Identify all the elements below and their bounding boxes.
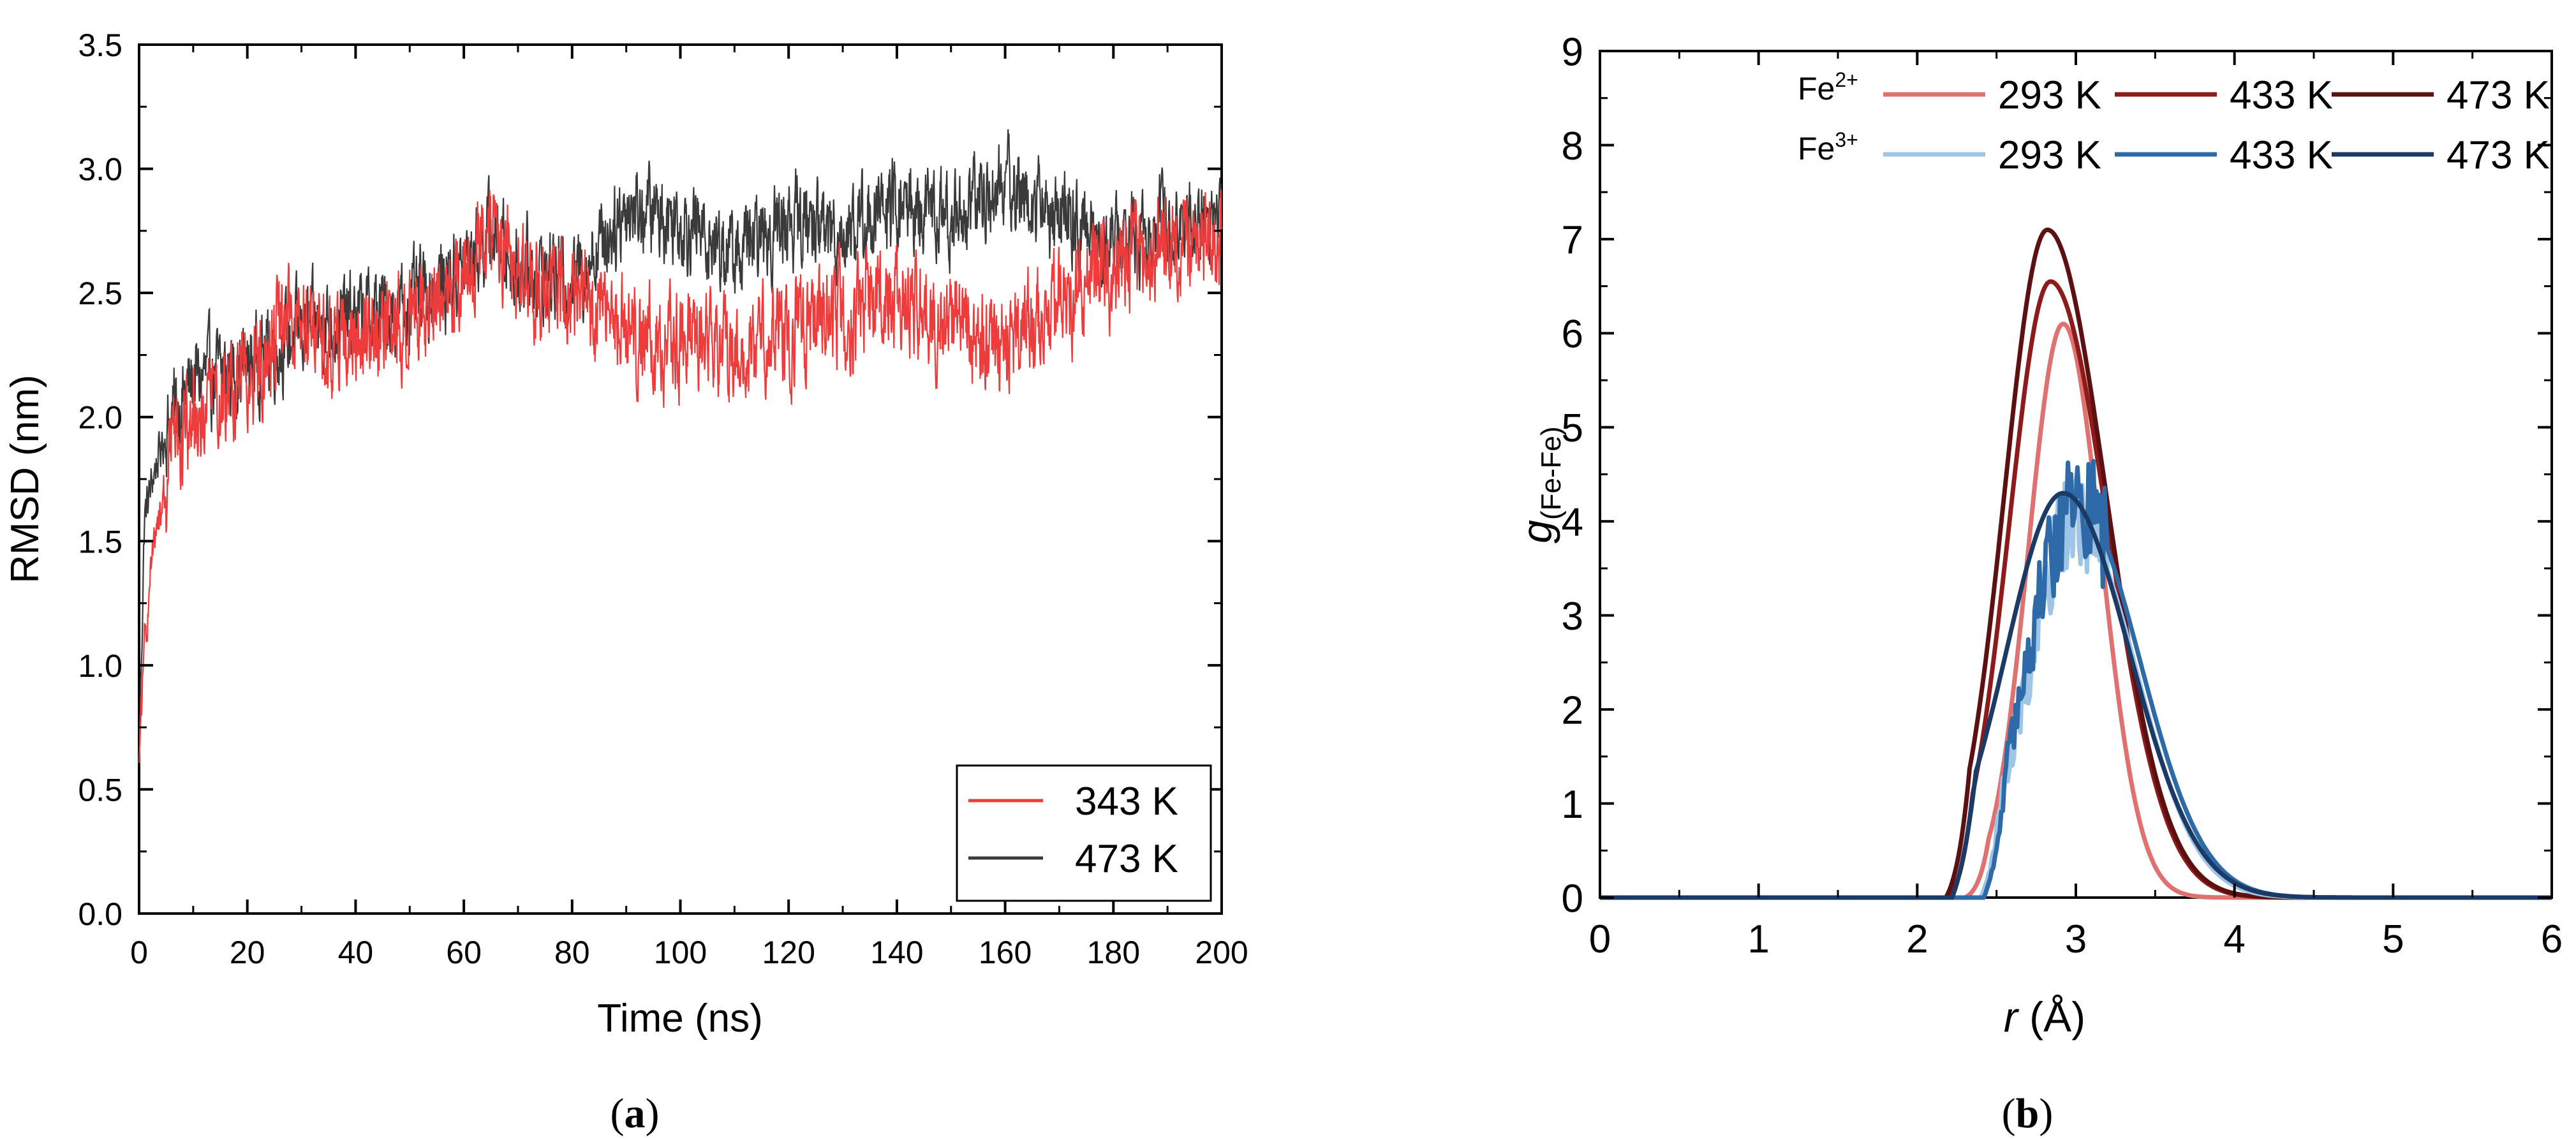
rdf-x-tick-label: 0 (1589, 917, 1611, 961)
panel-a-letter: a (625, 1090, 646, 1137)
rdf-y-axis-label: g(Fe-Fe) (1513, 426, 1567, 543)
rdf-y-tick-label: 1 (1562, 783, 1583, 827)
rdf-y-tick-label: 9 (1562, 30, 1583, 74)
rdf-legend: Fe2+ Fe3+ 293 K 433 K 473 K 293 K 433 K … (1798, 68, 2550, 177)
rmsd-chart: 0 20 40 60 80 100 120 140 160 180 200 0.0 0.5 1.0 1.5 2… (3, 27, 1248, 1137)
rdf-legend-label-fe3-293k: 293 K (1998, 133, 2101, 177)
rdf-y-tick-label: 5 (1562, 406, 1583, 450)
rmsd-x-tick-label: 100 (654, 935, 707, 970)
rmsd-x-tick-label: 180 (1087, 935, 1140, 970)
rmsd-x-tick-label: 0 (130, 935, 148, 970)
rdf-x-tick-label: 5 (2382, 917, 2404, 961)
rdf-x-tick-label: 4 (2223, 917, 2245, 961)
rdf-y-axis-sub: (Fe-Fe) (1536, 426, 1567, 520)
rmsd-legend-box (956, 764, 1212, 902)
rmsd-y-tick-label: 0.5 (78, 772, 122, 808)
rdf-y-tick-label: 3 (1562, 595, 1583, 639)
rmsd-y-tick-label: 3.5 (78, 27, 122, 63)
rmsd-axis-ticks: 0 20 40 60 80 100 120 140 160 180 200 0.0 0.5 1.0 1.5 2… (78, 27, 1248, 970)
rdf-x-tick-label: 2 (1906, 917, 1928, 961)
rdf-x-tick-label: 3 (2065, 917, 2087, 961)
rdf-legend-fe2-charge: 2+ (1835, 68, 1858, 91)
rdf-legend-label-fe2-433k: 433 K (2230, 73, 2333, 117)
rmsd-x-tick-label: 20 (230, 935, 265, 970)
rdf-legend-fe3-ion: Fe (1798, 131, 1835, 167)
rmsd-x-tick-label: 60 (446, 935, 482, 970)
rdf-legend-fe3-label: Fe3+ (1798, 128, 1858, 167)
rdf-legend-fe2-label: Fe2+ (1798, 68, 1858, 107)
rdf-y-tick-label: 7 (1562, 218, 1583, 262)
rdf-x-axis-var: r (2004, 993, 2020, 1040)
rdf-x-tick-label: 6 (2541, 917, 2563, 961)
rdf-y-tick-label: 0 (1562, 877, 1583, 921)
rmsd-y-tick-label: 1.5 (78, 524, 122, 559)
rmsd-y-tick-label: 0.0 (78, 896, 122, 932)
rmsd-y-axis-label: RMSD (nm) (3, 374, 47, 583)
rmsd-x-tick-label: 80 (554, 935, 590, 970)
rdf-x-axis-unit: (Å) (2029, 993, 2085, 1040)
rmsd-legend: 343 K 473 K (956, 764, 1212, 902)
rmsd-x-tick-label: 200 (1195, 935, 1248, 970)
rdf-legend-fe2-ion: Fe (1798, 71, 1835, 107)
rmsd-series-group (138, 129, 1223, 764)
panel-b-label: (b) (2002, 1090, 2054, 1137)
rmsd-x-tick-label: 40 (338, 935, 374, 970)
rdf-y-tick-label: 6 (1562, 313, 1583, 357)
rmsd-series-343-k (138, 189, 1223, 764)
rmsd-x-tick-label: 120 (762, 935, 815, 970)
rdf-y-tick-label: 2 (1562, 688, 1583, 732)
rmsd-x-tick-label: 140 (870, 935, 923, 970)
rmsd-y-tick-label: 2.5 (78, 276, 122, 311)
rdf-legend-label-fe3-433k: 433 K (2230, 133, 2333, 177)
rdf-y-tick-label: 8 (1562, 124, 1583, 168)
rdf-y-axis-var: g (1513, 520, 1560, 544)
rmsd-y-tick-label: 2.0 (78, 400, 122, 436)
rmsd-x-axis-label: Time (ns) (597, 996, 762, 1040)
rdf-x-tick-label: 1 (1747, 917, 1769, 961)
rmsd-legend-label-473k: 473 K (1075, 837, 1178, 881)
rmsd-y-tick-label: 3.0 (78, 152, 122, 188)
rdf-legend-label-fe2-473k: 473 K (2446, 73, 2550, 117)
rdf-legend-label-fe3-473k: 473 K (2446, 133, 2550, 177)
rmsd-legend-label-343k: 343 K (1075, 780, 1178, 824)
rdf-x-axis-label: r (Å) (2004, 993, 2085, 1040)
rdf-legend-fe3-charge: 3+ (1835, 128, 1858, 151)
rmsd-x-tick-label: 160 (979, 935, 1032, 970)
rmsd-y-tick-label: 1.0 (78, 648, 122, 684)
rdf-legend-label-fe2-293k: 293 K (1998, 73, 2101, 117)
rdf-y-tick-label: 4 (1562, 501, 1583, 545)
panel-b-letter: b (2016, 1090, 2039, 1137)
panel-a-label: (a) (611, 1090, 660, 1137)
rdf-axis-ticks: 0 1 2 3 4 5 6 0 1 2 3 4 5 6 7 8 9 (1562, 30, 2563, 961)
